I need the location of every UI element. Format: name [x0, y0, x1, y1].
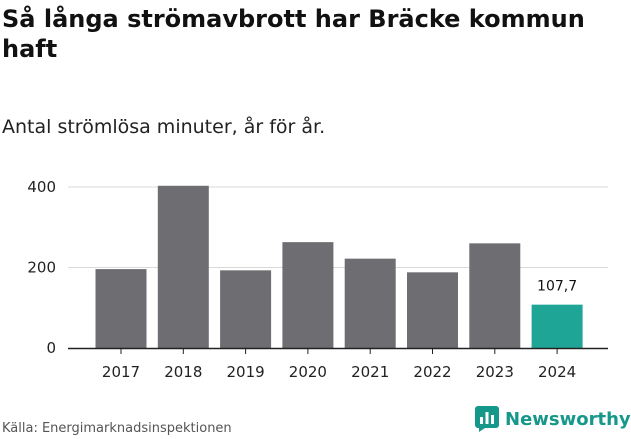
chart-title: Så långa strömavbrott har Bräcke kommun …	[2, 5, 585, 63]
x-tick-label: 2022	[413, 363, 451, 381]
y-tick-label: 0	[46, 339, 56, 357]
bar-2024	[531, 304, 583, 348]
x-tick-label: 2019	[227, 363, 265, 381]
bar-2021	[344, 258, 396, 348]
brand-name: Newsworthy	[505, 408, 631, 430]
x-tick-label: 2020	[289, 363, 327, 381]
bar-2023	[469, 243, 521, 348]
newsworthy-chart-logo-icon	[475, 406, 499, 432]
bar-2020	[282, 242, 334, 348]
x-tick-label: 2024	[538, 363, 576, 381]
x-tick-label: 2017	[102, 363, 140, 381]
data-label: 107,7	[537, 279, 577, 295]
brand-logo: Newsworthy	[475, 406, 631, 432]
y-tick-label: 200	[27, 259, 56, 277]
x-tick-label: 2018	[164, 363, 202, 381]
bar-2018	[157, 185, 209, 348]
chart-subtitle: Antal strömlösa minuter, år för år.	[2, 116, 326, 138]
bar-2019	[220, 270, 272, 348]
bar-2022	[407, 272, 458, 348]
x-tick-label: 2023	[476, 363, 514, 381]
y-tick-label: 400	[27, 178, 56, 196]
bar-chart: 0 200 400 2017 2018 2019 2020 2021 2022 2023 2024 1…	[27, 178, 608, 381]
bar-2017	[95, 269, 147, 348]
x-tick-label: 2021	[351, 363, 389, 381]
source-note: Källa: Energimarknadsinspektionen	[2, 421, 232, 436]
